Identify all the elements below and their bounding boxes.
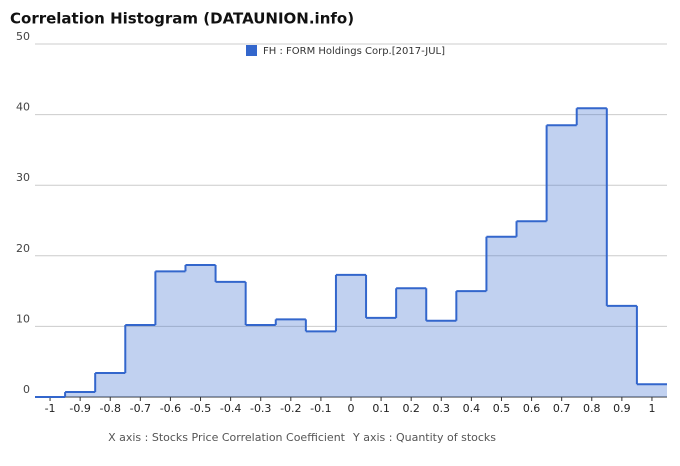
x-tick-label: -0.7: [130, 402, 151, 415]
legend-swatch: [246, 45, 257, 56]
x-tick-label: 0: [348, 402, 355, 415]
x-tick-label: 0.3: [433, 402, 451, 415]
y-tick-label: 40: [16, 101, 30, 114]
x-tick-label: -0.2: [280, 402, 301, 415]
x-tick-label: -0.8: [100, 402, 121, 415]
x-tick-label: -1: [45, 402, 56, 415]
chart-title: Correlation Histogram (DATAUNION.info): [10, 10, 354, 28]
x-tick-label: -0.6: [160, 402, 181, 415]
area-fill: [35, 108, 667, 397]
x-tick-label: 0.8: [583, 402, 601, 415]
x-tick-label: 0.9: [613, 402, 631, 415]
y-tick-label: 50: [16, 30, 30, 43]
x-axis-label: X axis : Stocks Price Correlation Coeffi…: [108, 431, 346, 444]
x-tick-label: -0.9: [69, 402, 90, 415]
x-tick-label: 1: [648, 402, 655, 415]
x-tick-label: 0.2: [402, 402, 420, 415]
x-tick-label: -0.5: [190, 402, 211, 415]
x-tick-label: 0.7: [553, 402, 571, 415]
legend-label: FH : FORM Holdings Corp.[2017-JUL]: [263, 46, 445, 57]
y-tick-label: 0: [23, 383, 30, 396]
y-axis-label: Y axis : Quantity of stocks: [352, 431, 496, 444]
x-tick-label: -0.3: [250, 402, 271, 415]
x-tick-label: 0.5: [493, 402, 511, 415]
x-tick-label: 0.4: [463, 402, 481, 415]
x-tick-label: 0.1: [372, 402, 390, 415]
y-tick-label: 30: [16, 171, 30, 184]
y-tick-label: 20: [16, 242, 30, 255]
x-tick-label: -0.1: [310, 402, 331, 415]
x-tick-label: -0.4: [220, 402, 241, 415]
x-tick-label: 0.6: [523, 402, 541, 415]
y-tick-label: 10: [16, 312, 30, 325]
